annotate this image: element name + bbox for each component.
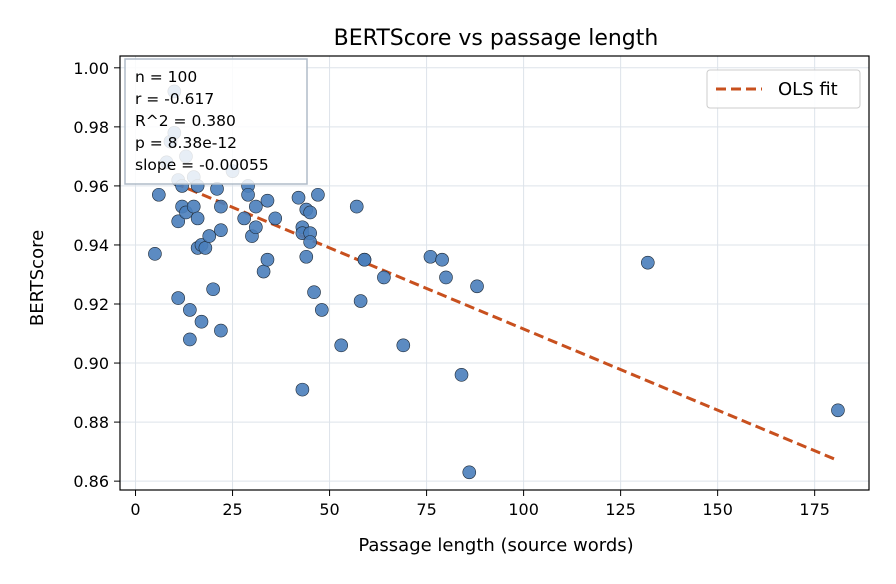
y-axis-ticks: 0.86 0.88 0.90 0.92 0.94 0.96 0.98 1.00 xyxy=(73,59,120,491)
stats-p: p = 8.38e-12 xyxy=(135,134,237,152)
data-point xyxy=(214,323,228,338)
data-points xyxy=(148,84,845,480)
legend: OLS fit xyxy=(706,69,861,109)
y-tick-label: 0.94 xyxy=(73,236,109,255)
data-point xyxy=(307,285,321,299)
data-point xyxy=(311,187,325,202)
legend-fit-label: OLS fit xyxy=(778,79,838,100)
data-point xyxy=(303,235,317,249)
data-point xyxy=(268,211,283,226)
data-point xyxy=(186,199,201,214)
data-point xyxy=(349,199,364,214)
x-tick-label: 50 xyxy=(319,500,339,519)
data-point xyxy=(423,249,438,264)
x-tick-label: 0 xyxy=(130,500,140,519)
data-point xyxy=(194,314,209,329)
y-tick-label: 0.96 xyxy=(73,177,109,196)
data-point xyxy=(439,270,453,285)
y-tick-label: 0.98 xyxy=(73,118,109,137)
x-tick-label: 25 xyxy=(222,500,242,519)
data-point xyxy=(206,282,220,297)
data-point xyxy=(831,403,845,418)
data-point xyxy=(291,190,306,205)
data-point xyxy=(183,303,197,317)
x-axis-ticks: 0 25 50 75 100 125 150 175 xyxy=(130,490,830,519)
data-point xyxy=(315,303,329,317)
y-tick-label: 0.86 xyxy=(73,472,109,491)
data-point xyxy=(214,199,228,214)
stats-box: n = 100 r = -0.617 R^2 = 0.380 p = 8.38e… xyxy=(124,58,308,185)
x-tick-label: 100 xyxy=(508,500,539,519)
data-point xyxy=(299,249,314,264)
data-point xyxy=(470,279,484,294)
x-tick-label: 150 xyxy=(702,500,733,519)
data-point xyxy=(198,241,213,255)
data-point xyxy=(256,264,271,279)
stats-r: r = -0.617 xyxy=(135,90,214,108)
chart-title: BERTScore vs passage length xyxy=(334,26,659,51)
y-axis-label: BERTScore xyxy=(27,230,48,326)
y-tick-label: 0.90 xyxy=(73,354,109,373)
stats-r2: R^2 = 0.380 xyxy=(135,112,236,130)
data-point xyxy=(640,255,655,270)
data-point xyxy=(148,247,162,261)
x-tick-label: 175 xyxy=(799,500,830,519)
data-point xyxy=(462,465,477,480)
x-tick-label: 75 xyxy=(416,500,436,519)
data-point xyxy=(396,338,411,353)
data-point xyxy=(190,211,205,226)
data-point xyxy=(171,291,186,305)
data-point xyxy=(303,205,317,220)
plot-frame xyxy=(119,55,870,491)
data-point xyxy=(241,187,255,202)
y-tick-label: 0.88 xyxy=(73,413,109,432)
data-point xyxy=(171,214,186,229)
data-point xyxy=(454,368,469,382)
x-axis-label: Passage length (source words) xyxy=(358,535,633,556)
data-point xyxy=(237,211,251,226)
data-point xyxy=(260,252,275,267)
data-point xyxy=(183,332,197,347)
stats-n: n = 100 xyxy=(135,68,197,86)
data-point xyxy=(260,193,275,208)
data-point xyxy=(435,252,449,267)
y-tick-label: 0.92 xyxy=(73,295,109,314)
data-point xyxy=(357,252,372,267)
x-tick-label: 125 xyxy=(605,500,636,519)
data-point xyxy=(353,294,368,308)
data-point xyxy=(249,220,263,235)
data-point xyxy=(152,187,166,202)
data-point xyxy=(295,382,310,397)
stats-slope: slope = -0.00055 xyxy=(135,156,269,174)
data-point xyxy=(377,270,391,285)
data-point xyxy=(214,223,228,237)
y-tick-label: 1.00 xyxy=(73,59,109,78)
data-point xyxy=(249,199,263,214)
data-point xyxy=(202,229,217,243)
data-point xyxy=(334,338,349,353)
